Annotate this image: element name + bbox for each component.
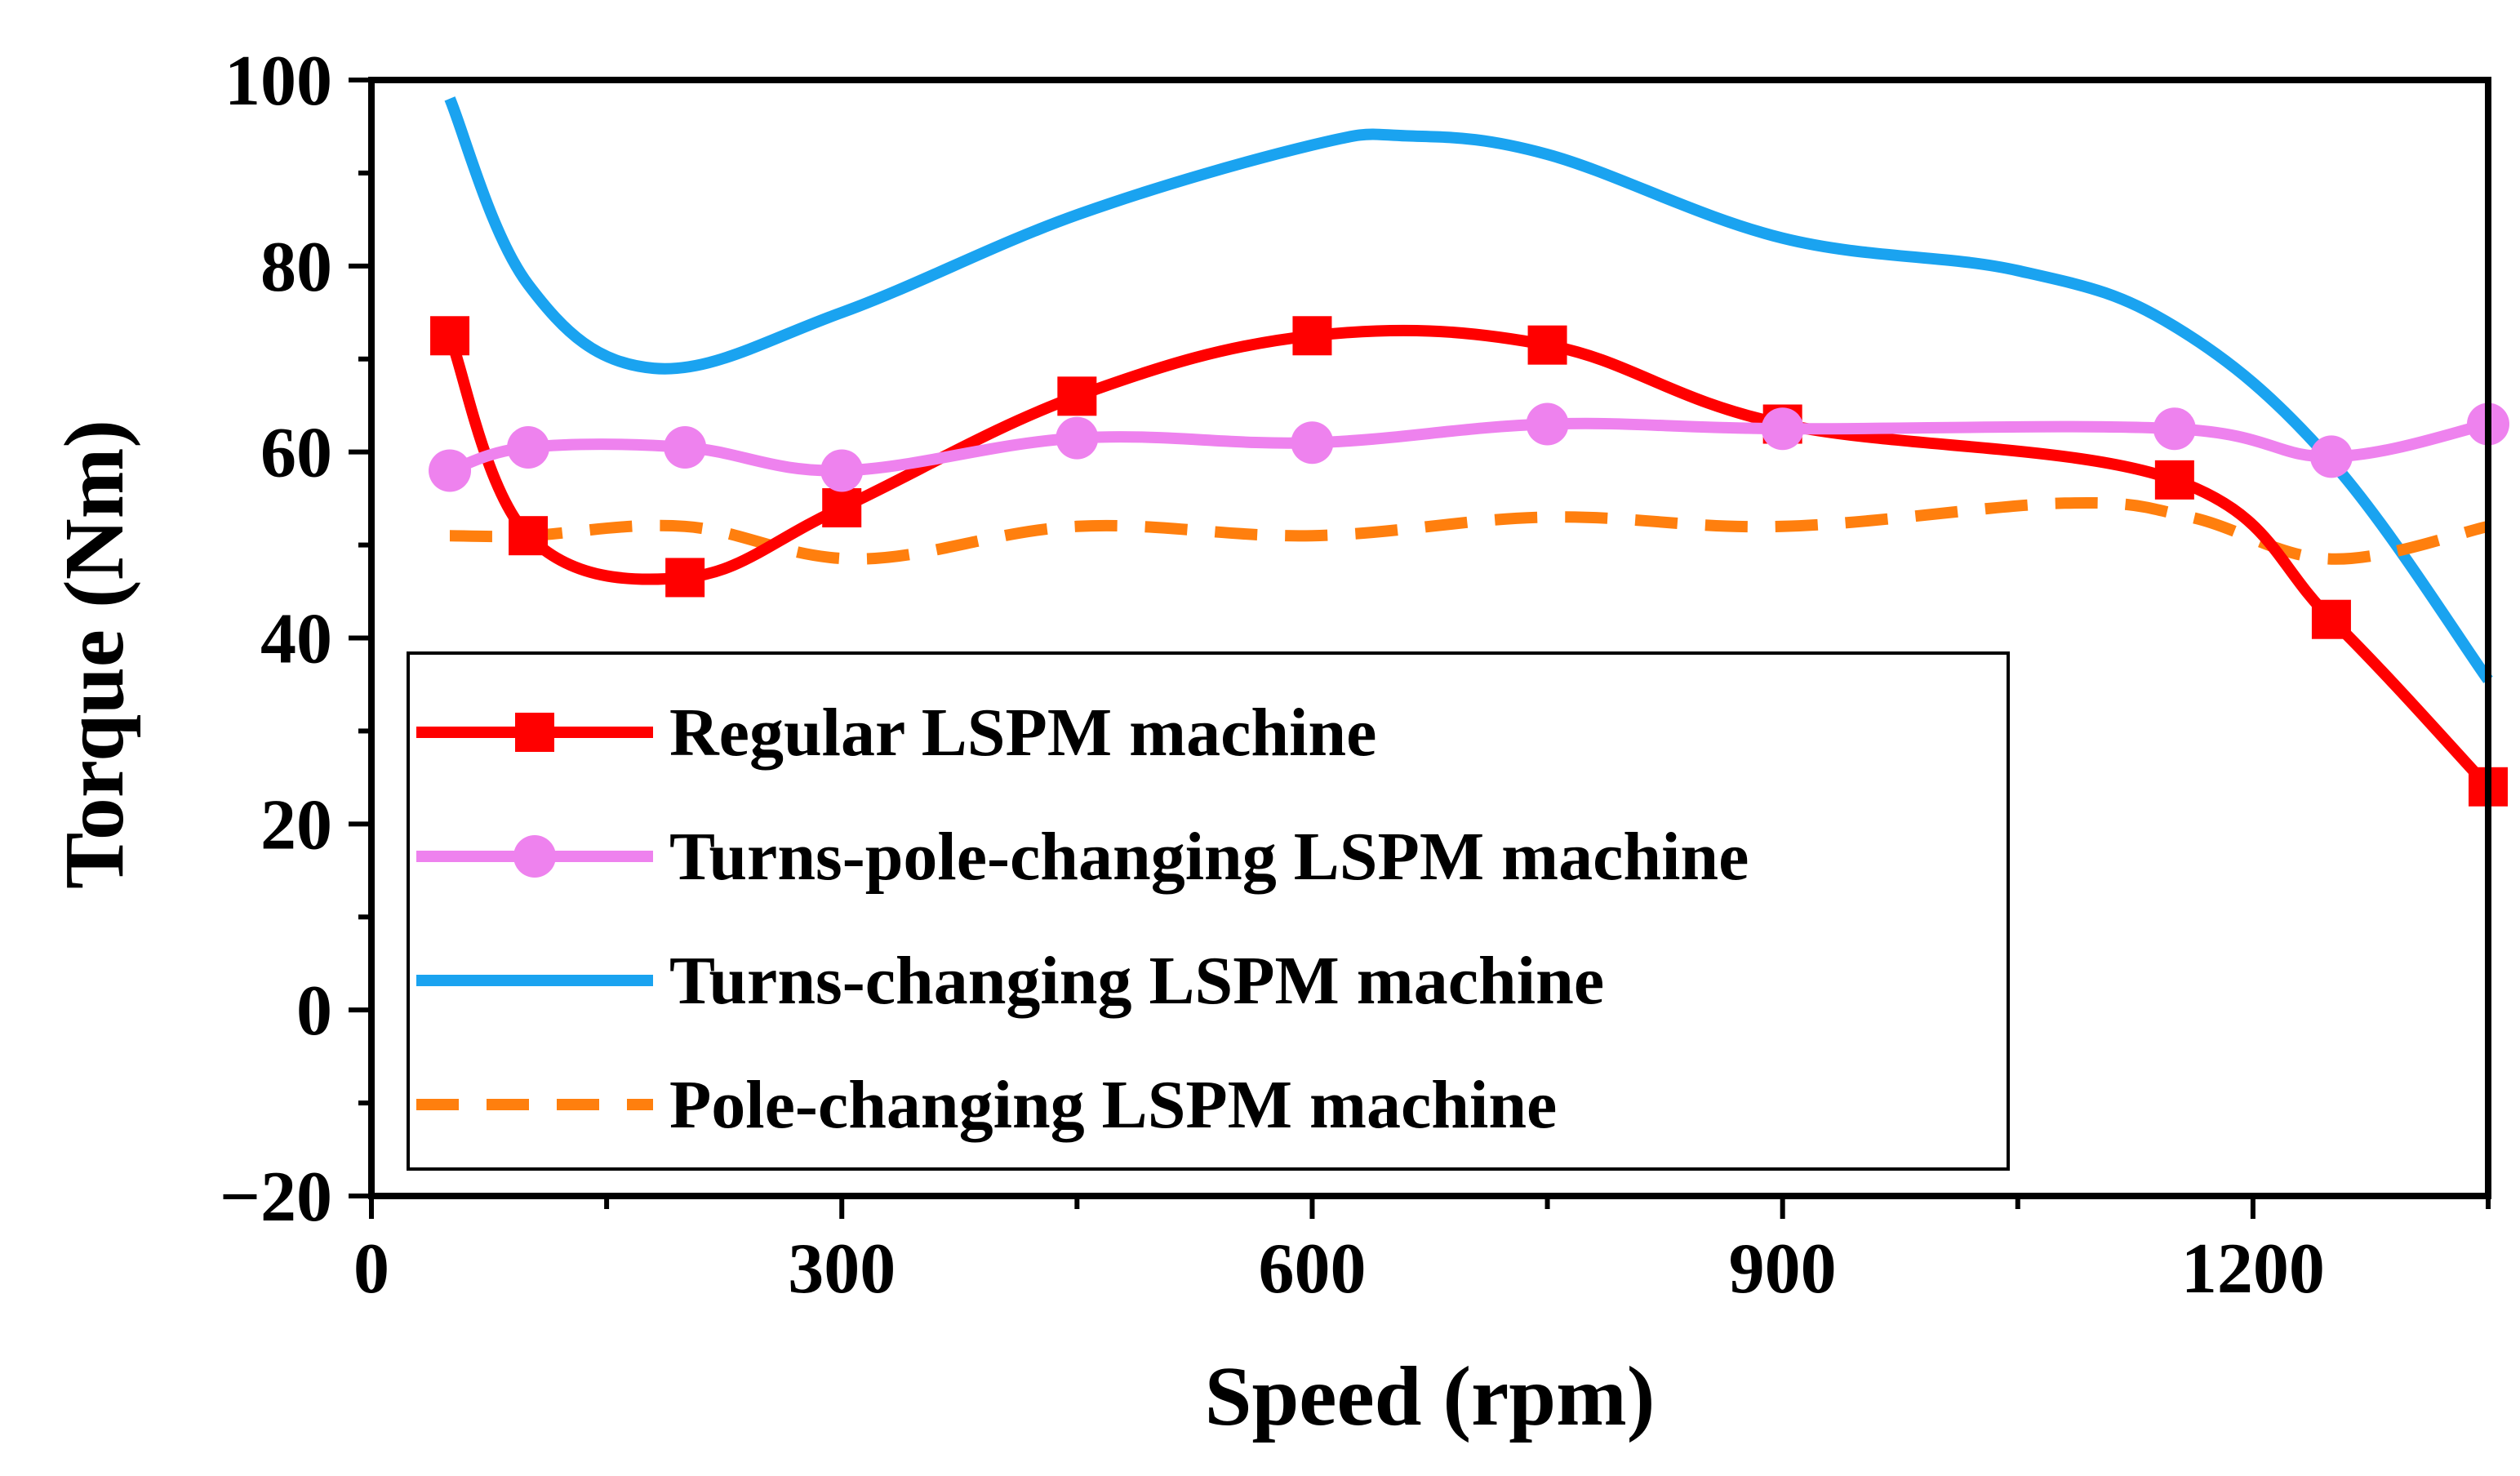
legend-label-turns-pole-changing-lspm-machine: Turns-pole-changing LSPM machine — [669, 819, 1749, 895]
data-point-regular-lspm-machine — [1292, 316, 1332, 356]
series-markers — [429, 316, 2509, 807]
y-tick-label: 20 — [260, 785, 332, 865]
tick-labels: 0 300 600 900 1200 −20 0 20 40 60 80 100 — [220, 42, 2325, 1309]
data-point-turns-pole-changing-lspm-machine — [429, 449, 472, 492]
y-tick-label: 100 — [224, 42, 332, 121]
series-line-regular-lspm-machine — [444, 324, 2493, 791]
data-point-turns-pole-changing-lspm-machine — [820, 449, 864, 492]
data-point-turns-pole-changing-lspm-machine — [664, 425, 707, 469]
x-axis-title: Speed (rpm) — [1205, 1349, 1656, 1443]
data-point-turns-pole-changing-lspm-machine — [1761, 407, 1804, 451]
y-tick-label: 60 — [260, 414, 332, 493]
series-line-pole-changing-lspm-machine — [449, 496, 2490, 565]
x-tick-label: 600 — [1258, 1229, 1366, 1309]
data-point-regular-lspm-machine — [665, 558, 705, 598]
legend: Regular LSPM machine Turns-pole-changing … — [407, 651, 2010, 1171]
x-tick-label: 900 — [1729, 1229, 1837, 1309]
data-point-regular-lspm-machine — [2154, 460, 2194, 500]
data-point-turns-pole-changing-lspm-machine — [1056, 416, 1099, 460]
y-tick-label: 0 — [296, 971, 332, 1051]
legend-marker-turns-pole-changing-lspm-machine — [513, 835, 556, 878]
x-tick-label: 0 — [353, 1229, 389, 1309]
legend-marker-regular-lspm-machine — [515, 713, 554, 752]
data-point-regular-lspm-machine — [430, 316, 470, 356]
data-point-turns-pole-changing-lspm-machine — [2153, 407, 2196, 451]
data-point-regular-lspm-machine — [2311, 599, 2351, 639]
legend-box — [407, 651, 2010, 1171]
series-line-turns-changing-lspm-machine — [444, 96, 2493, 683]
data-point-turns-pole-changing-lspm-machine — [2309, 435, 2353, 478]
legend-label-regular-lspm-machine: Regular LSPM machine — [669, 695, 1376, 771]
legend-items: Regular LSPM machine Turns-pole-changing … — [416, 695, 1749, 1143]
y-axis-title: Torque (Nm) — [47, 420, 141, 889]
axis-ticks — [349, 78, 2491, 1219]
data-point-regular-lspm-machine — [509, 516, 549, 556]
legend-label-turns-changing-lspm-machine: Turns-changing LSPM machine — [669, 943, 1604, 1019]
x-tick-label: 1200 — [2181, 1229, 2325, 1309]
y-tick-label: −20 — [220, 1158, 332, 1237]
y-tick-label: 80 — [260, 228, 332, 307]
data-point-regular-lspm-machine — [1057, 376, 1097, 416]
data-point-turns-pole-changing-lspm-machine — [1291, 421, 1334, 465]
y-tick-label: 40 — [260, 600, 332, 679]
legend-label-pole-changing-lspm-machine: Pole-changing LSPM machine — [669, 1067, 1557, 1143]
data-point-regular-lspm-machine — [822, 488, 862, 528]
x-tick-label: 300 — [788, 1229, 896, 1309]
data-point-turns-pole-changing-lspm-machine — [507, 425, 550, 469]
data-point-turns-pole-changing-lspm-machine — [1526, 402, 1569, 446]
data-point-regular-lspm-machine — [1527, 325, 1567, 365]
